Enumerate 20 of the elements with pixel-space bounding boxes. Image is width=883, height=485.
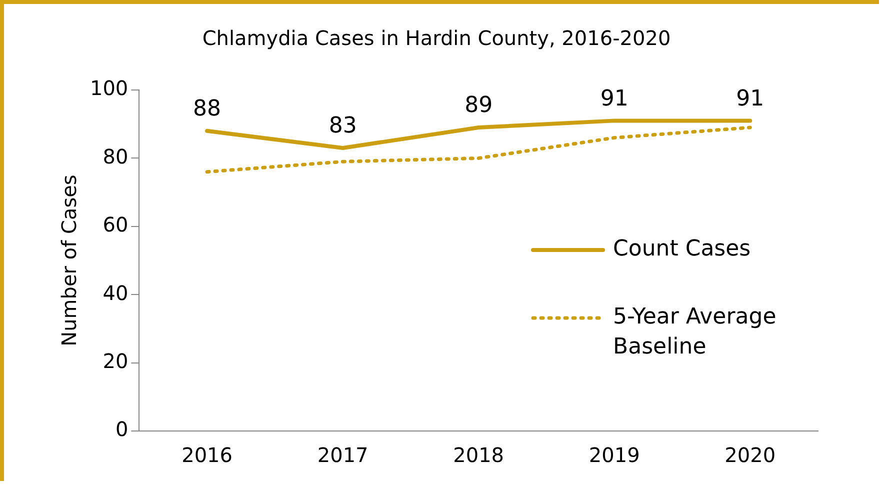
- y-tick-label: 100: [90, 76, 128, 100]
- chart-title: Chlamydia Cases in Hardin County, 2016-2020: [202, 26, 671, 50]
- x-tick-label: 2016: [182, 443, 233, 468]
- y-tick-label: 80: [102, 144, 128, 168]
- data-label: 83: [328, 114, 357, 139]
- x-tick-label: 2020: [724, 443, 776, 468]
- x-tick-label: 2018: [453, 443, 504, 468]
- y-axis-title: Number of Cases: [57, 174, 82, 346]
- y-tick-label: 20: [102, 349, 128, 374]
- data-label: 91: [736, 86, 764, 112]
- legend-label: 5-Year Average Baseline: [613, 304, 776, 360]
- y-tick-label: 40: [102, 280, 128, 305]
- data-label: 89: [464, 93, 493, 118]
- data-label: 91: [600, 86, 628, 112]
- data-label: 88: [193, 96, 222, 122]
- y-tick-label: 60: [102, 212, 128, 237]
- legend-label: Count Cases: [613, 236, 751, 262]
- x-tick-label: 2019: [588, 443, 640, 468]
- x-tick-label: 2017: [317, 443, 368, 468]
- y-tick-label: 0: [115, 417, 128, 442]
